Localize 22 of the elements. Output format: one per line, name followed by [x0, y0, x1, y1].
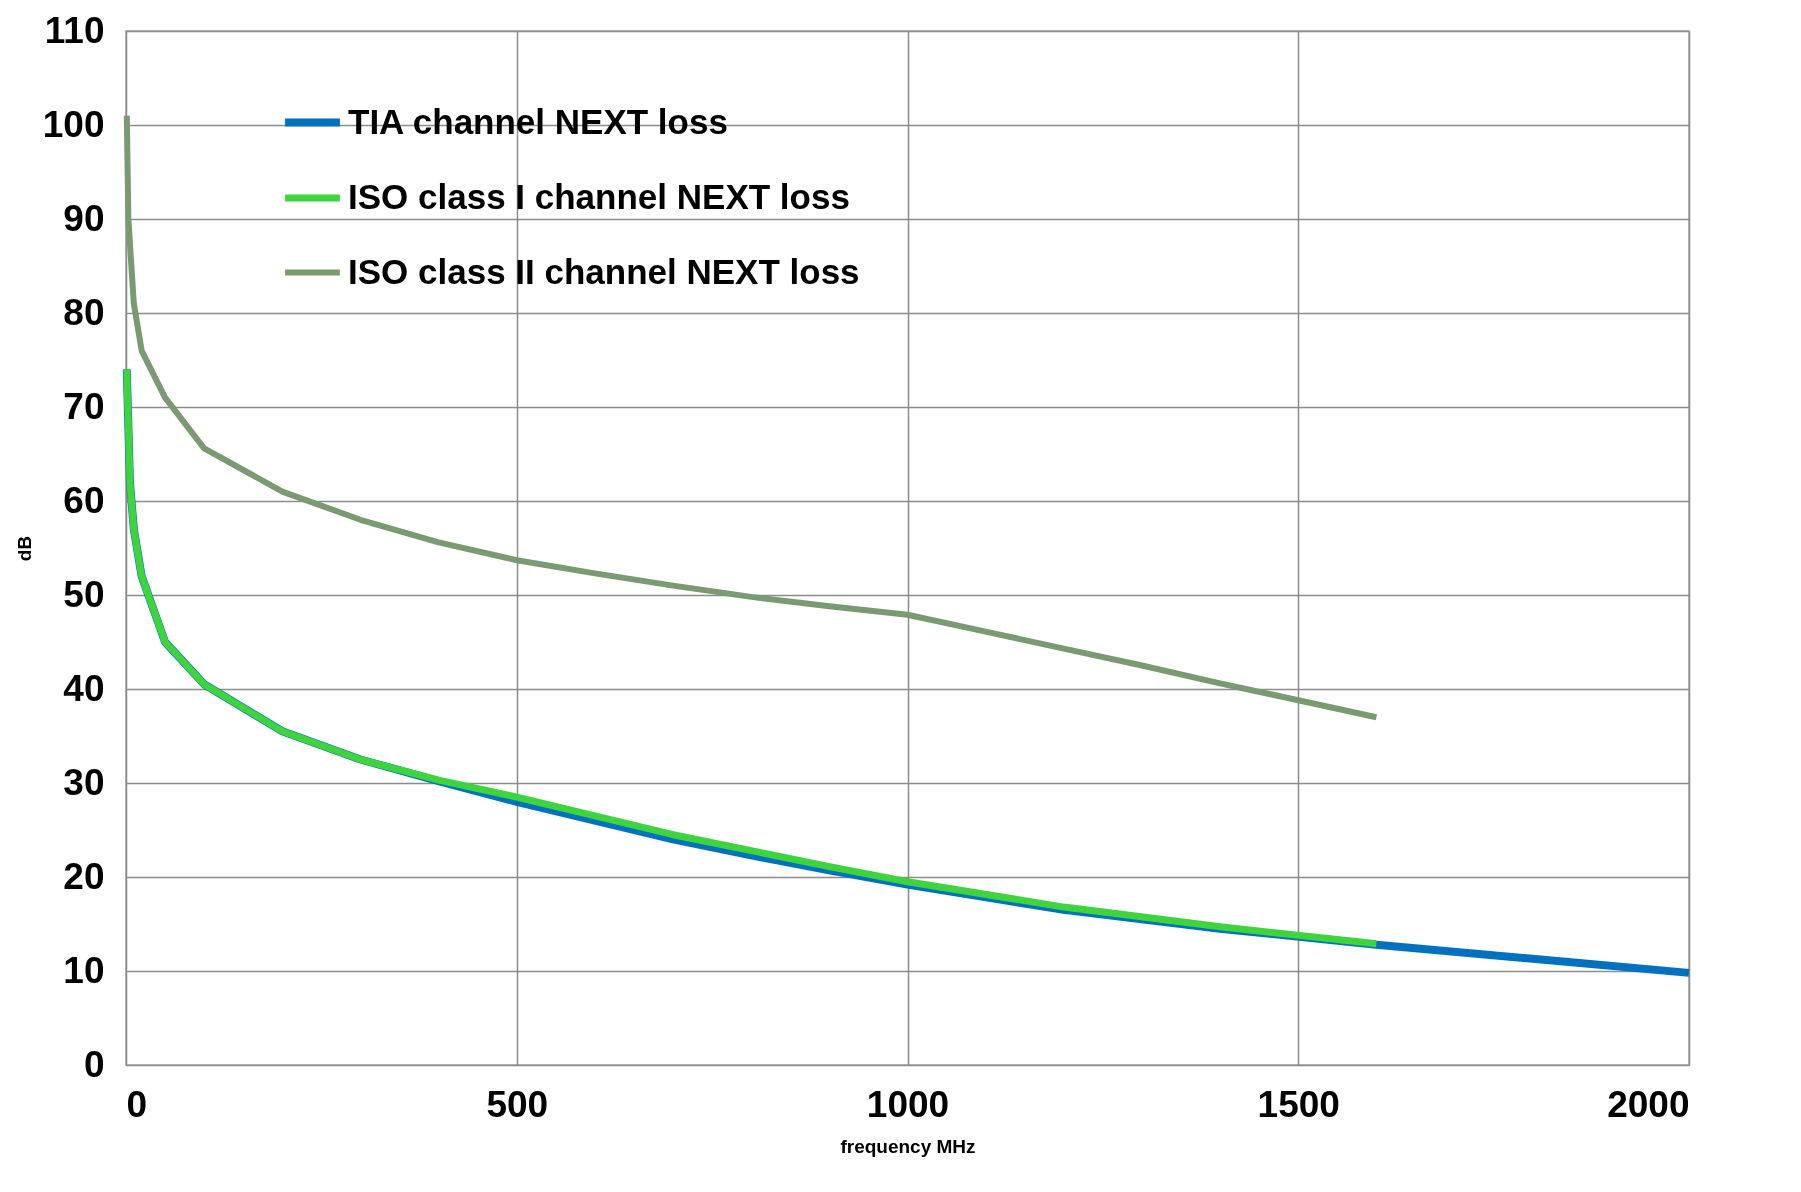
x-tick-label: 500 — [486, 1083, 549, 1125]
x-tick-label: 1000 — [866, 1083, 950, 1125]
legend-label: ISO class I channel NEXT loss — [348, 177, 850, 216]
y-tick-label: 50 — [63, 573, 105, 615]
legend-label: ISO class II channel NEXT loss — [348, 251, 860, 291]
y-tick-label: 90 — [63, 197, 105, 239]
y-tick-label: 0 — [83, 1043, 105, 1085]
x-tick-label: 1500 — [1257, 1083, 1340, 1125]
legend-label: TIA channel NEXT loss — [348, 101, 728, 141]
y-tick-label: 10 — [63, 949, 105, 991]
y-tick-label: 70 — [63, 385, 105, 427]
y-tick-label: 60 — [63, 479, 105, 521]
x-axis-title: frequency MHz — [840, 1135, 976, 1157]
y-tick-label: 40 — [63, 667, 105, 709]
y-axis-title: dB — [13, 535, 35, 562]
x-tick-label: 0 — [126, 1083, 148, 1125]
y-tick-label: 80 — [63, 291, 105, 333]
y-tick-label: 20 — [63, 855, 105, 897]
y-tick-label: 100 — [42, 103, 105, 145]
y-tick-label: 30 — [63, 761, 105, 803]
y-tick-label: 110 — [44, 9, 105, 51]
x-tick-label: 2000 — [1607, 1083, 1690, 1125]
